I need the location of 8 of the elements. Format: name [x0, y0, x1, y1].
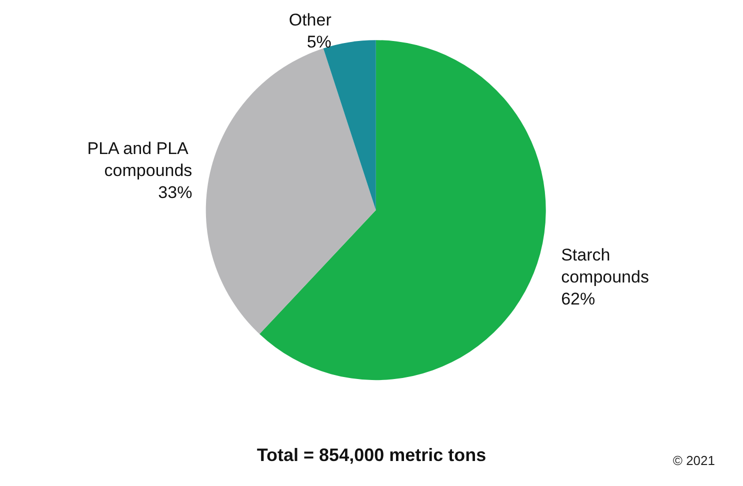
slice-label: Other: [288, 10, 332, 30]
slice-label: Starch compounds: [561, 246, 649, 287]
slice-label: PLA and PLA compounds: [87, 138, 192, 180]
data-label: 33%: [158, 182, 192, 202]
data-label: 5%: [306, 32, 332, 52]
text: Total = 854,000 metric tons: [256, 445, 486, 465]
text: © 2021: [672, 453, 716, 468]
data-label: 62%: [561, 290, 596, 309]
